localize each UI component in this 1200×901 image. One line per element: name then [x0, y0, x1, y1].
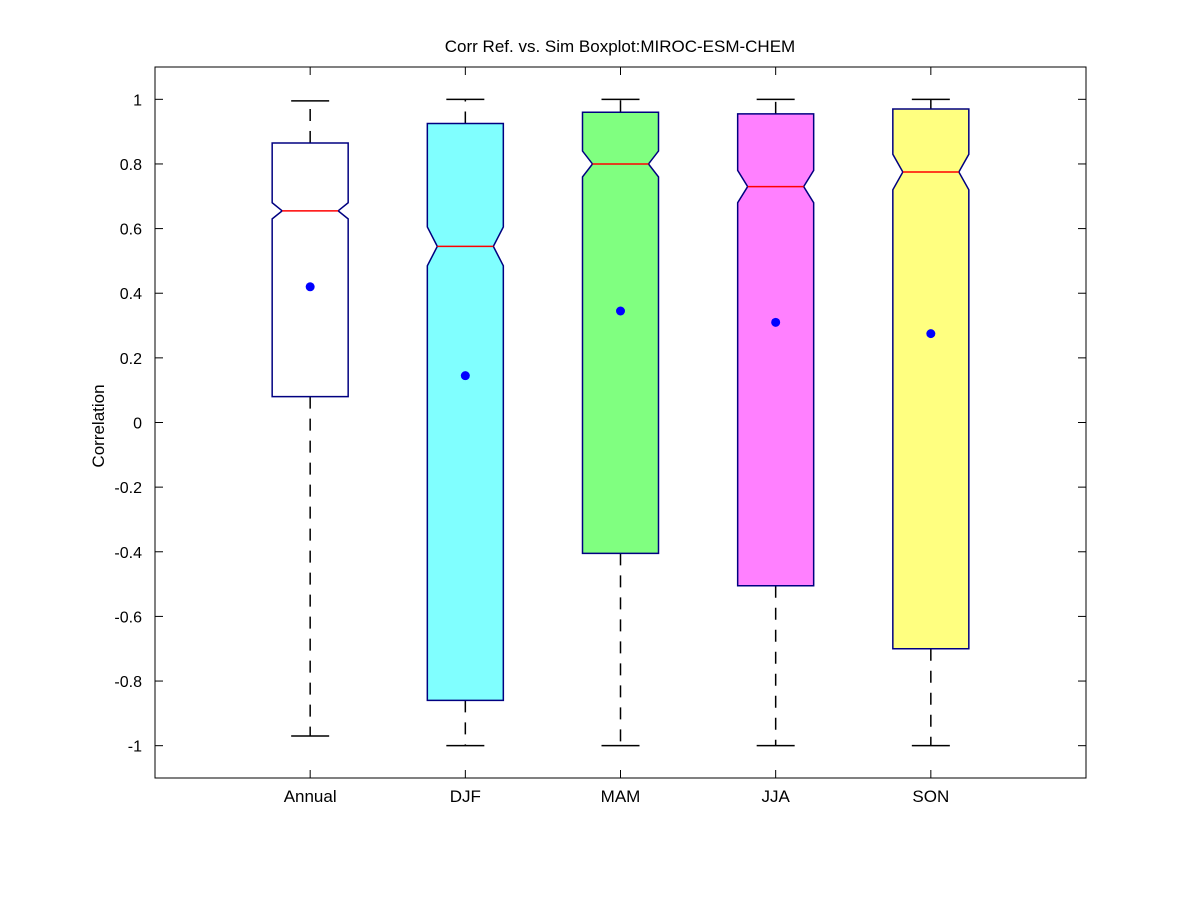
y-tick-label: -0.8	[114, 674, 142, 691]
y-tick-label: -0.6	[114, 609, 142, 626]
box-son	[892, 108, 970, 650]
box-djf	[426, 122, 505, 702]
y-axis-label: Correlation	[89, 384, 108, 467]
mean-marker	[771, 317, 781, 327]
plot-area: -1 -0.8 -0.6 -0.4 -0.2 0 0.2 0.4 0.6 0.8 1 Annual DJ…	[114, 66, 1087, 806]
y-tick-label: -0.4	[114, 545, 142, 562]
y-tick-label: -0.2	[114, 480, 142, 497]
y-tick-label: 0.8	[120, 157, 142, 174]
y-tick-label: 0.2	[120, 351, 142, 368]
box-jja	[736, 113, 815, 587]
mean-marker	[926, 329, 936, 339]
y-tick-label: 0.6	[120, 222, 142, 239]
box-mam	[581, 111, 660, 555]
mean-marker	[305, 282, 315, 292]
y-tick-label: 1	[133, 92, 142, 109]
x-tick-label: Annual	[284, 787, 337, 806]
box-annual	[271, 142, 349, 398]
mean-marker	[460, 371, 470, 381]
x-tick-label: DJF	[450, 787, 481, 806]
y-tick-label: 0.4	[120, 286, 142, 303]
x-tick-label: JJA	[761, 787, 790, 806]
y-tick-label: -1	[128, 739, 142, 756]
chart-title: Corr Ref. vs. Sim Boxplot:MIROC-ESM-CHEM	[445, 37, 795, 56]
mean-marker	[616, 306, 625, 316]
x-tick-label: MAM	[601, 787, 641, 806]
y-tick-label: 0	[133, 416, 142, 433]
x-tick-label: SON	[912, 787, 949, 806]
